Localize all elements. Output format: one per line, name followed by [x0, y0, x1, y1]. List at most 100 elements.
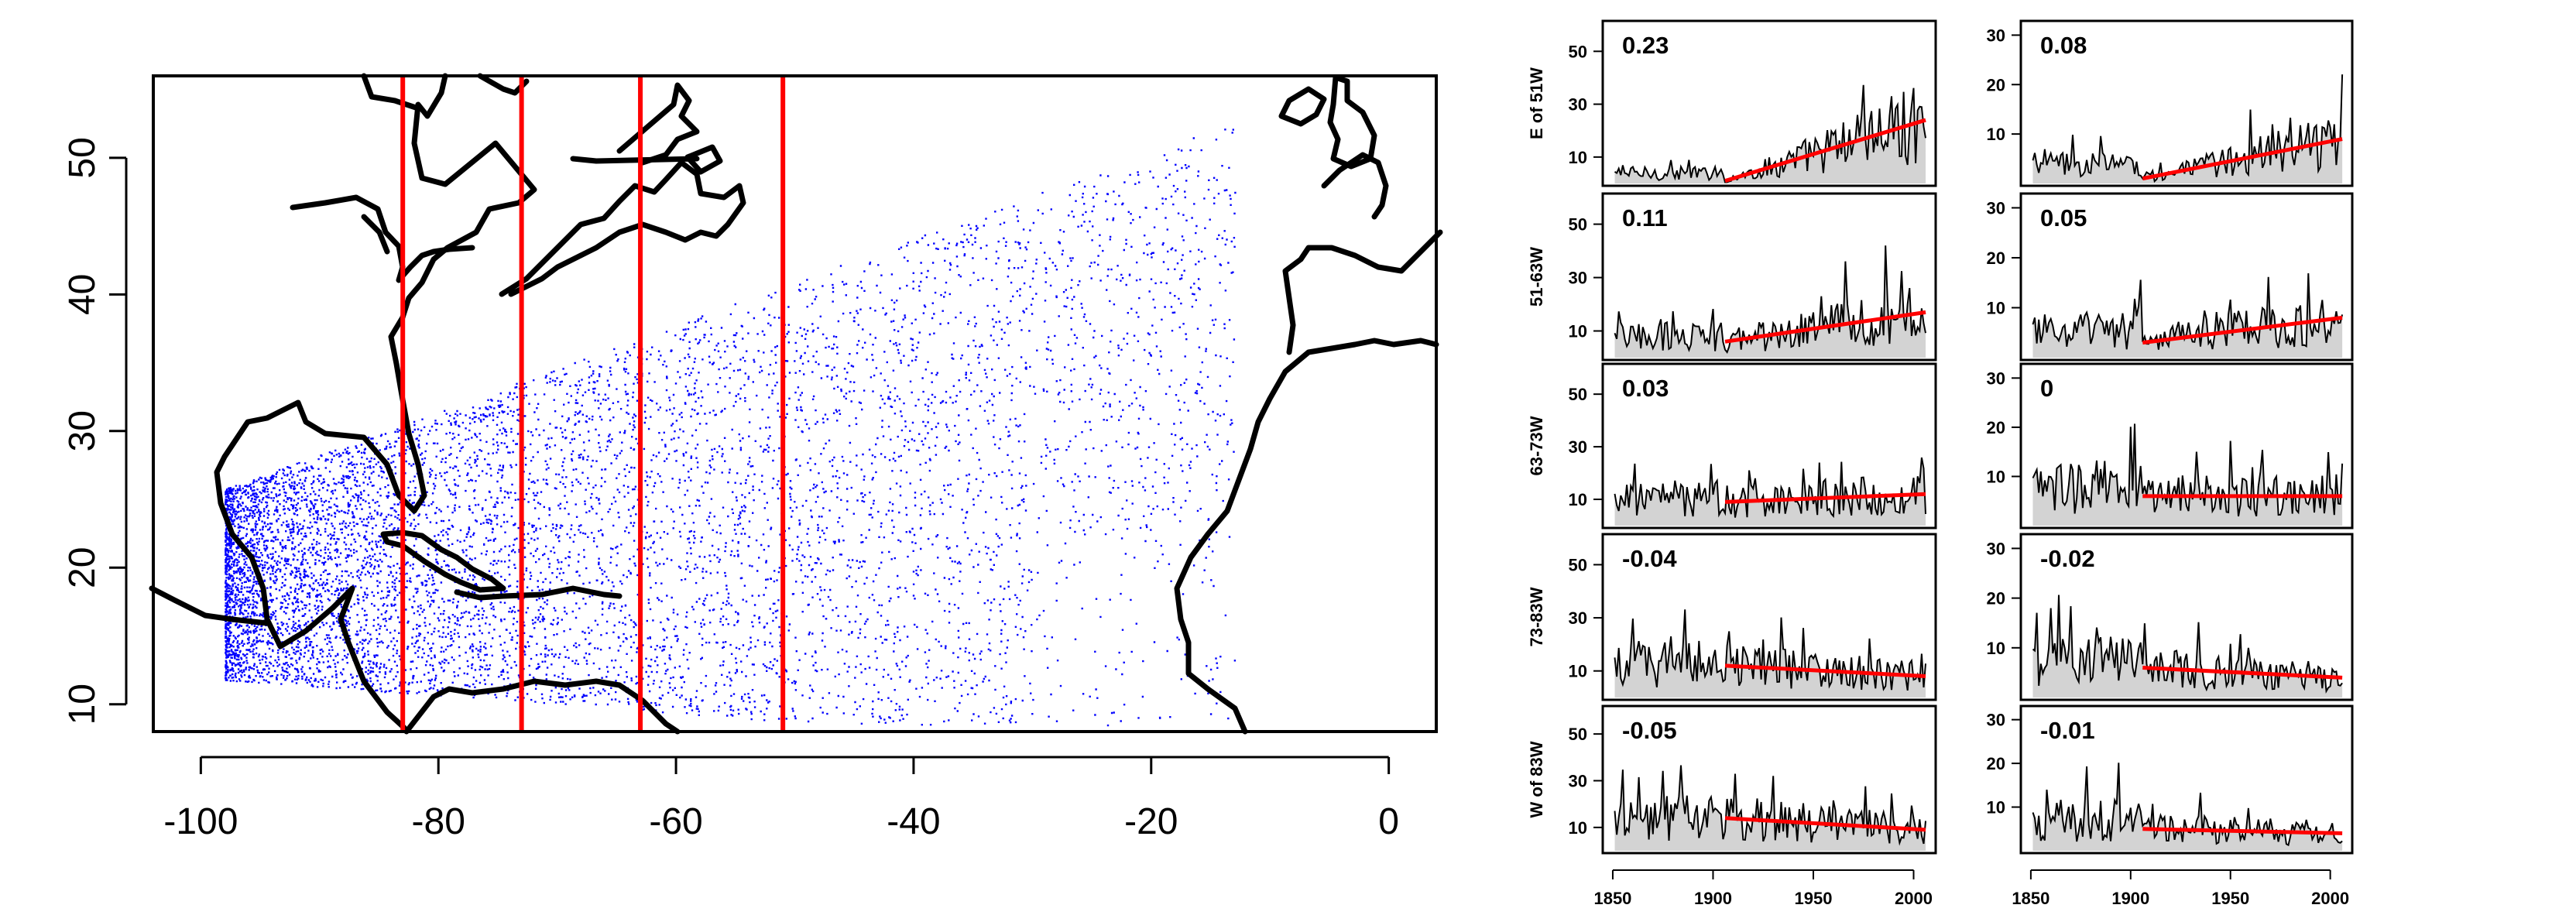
slope-label: -0.04	[1622, 545, 1677, 572]
coastline-canada-maritimes	[499, 159, 746, 297]
ts-y-tick-label: 30	[1569, 608, 1587, 628]
coastline-central-america	[403, 678, 681, 735]
series-area	[1614, 84, 1926, 183]
ts-x-tick-label: 1850	[1593, 889, 1631, 908]
trend-line	[1724, 310, 1926, 344]
ts-panel-0-1: 0.11 10 30 50 51-63W	[1527, 192, 1937, 362]
panel-frame	[1601, 362, 1937, 530]
coastlines	[149, 73, 1443, 735]
ts-y-tick-label: 30	[1569, 771, 1587, 790]
panel-frame	[1601, 19, 1937, 187]
map-x-tick-label: -40	[887, 801, 940, 842]
ts-y-tick-label: 30	[1569, 95, 1587, 115]
ts-y-tick-label: 30	[1987, 368, 2005, 388]
map-y-tick-label: 30	[62, 410, 103, 451]
ts-panel-0-0: 0.23 10 30 50 E of 51W	[1527, 19, 1937, 187]
ts-y-tick-label: 50	[1569, 555, 1587, 574]
slope-label: -0.05	[1622, 717, 1677, 744]
ts-y-tick-label: 50	[1569, 385, 1587, 404]
ts-y-tick-label: 10	[1569, 490, 1587, 509]
ts-y-tick-label: 10	[1987, 298, 2005, 317]
series-area	[2032, 273, 2343, 358]
trend-line	[1724, 663, 1926, 679]
panel-frame	[2019, 362, 2354, 530]
ts-panel-1-1: 0.05 10 20 30	[1987, 192, 2354, 362]
trend-line	[2142, 315, 2343, 345]
coastline-newfoundland	[570, 144, 723, 175]
coastline-iberia	[1282, 152, 1443, 355]
panel-frame	[1601, 533, 1937, 701]
ts-panel-0-2: 0.03 10 30 50 63-73W	[1527, 362, 1937, 530]
map-x-tick-label: -20	[1124, 801, 1178, 842]
trend-line	[2142, 665, 2343, 680]
slope-label: 0.05	[2040, 204, 2087, 231]
series-line	[2032, 423, 2344, 517]
series-line	[2032, 74, 2344, 183]
series-area	[1614, 245, 1926, 358]
ts-y-tick-label: 50	[1569, 42, 1587, 61]
series-area	[2032, 595, 2343, 697]
ts-y-tick-label: 30	[1569, 269, 1587, 288]
panel-frame	[2019, 192, 2354, 362]
ts-y-tick-label: 20	[1987, 418, 2005, 437]
ts-y-tick-label: 20	[1987, 248, 2005, 268]
ts-y-tick-label: 10	[1569, 818, 1587, 838]
ts-x-tick-label: 2000	[2311, 889, 2349, 908]
map-x-tick-label: -60	[649, 801, 702, 842]
ts-y-tick-label: 50	[1569, 215, 1587, 235]
ts-y-tick-label: 20	[1987, 754, 2005, 773]
row-label: E of 51W	[1527, 67, 1546, 139]
series-line	[2032, 595, 2343, 694]
map-y-tick-label: 10	[62, 684, 103, 725]
ts-panel-1-2: 0 10 20 30	[1987, 362, 2354, 530]
panel-frame	[1601, 704, 1937, 855]
ts-panel-1-4: -0.01 10 20 30 1850 1900 1950 2000	[1987, 704, 2354, 908]
ts-y-tick-label: 10	[1569, 322, 1587, 341]
slope-label: -0.02	[2040, 545, 2095, 572]
ts-panel-0-4: -0.05 10 30 50 W of 83W 1850 1900 1950 2000	[1527, 704, 1937, 908]
track-point-cloud	[225, 129, 1237, 727]
ts-y-tick-label: 10	[1569, 148, 1587, 167]
ts-y-tick-label: 30	[1987, 198, 2005, 218]
slope-label: -0.01	[2040, 717, 2095, 744]
map-x-tick-label: 0	[1378, 801, 1399, 842]
row-label: 51-63W	[1527, 247, 1546, 307]
series-area	[1614, 609, 1926, 697]
row-label: W of 83W	[1527, 741, 1546, 817]
slope-label: 0.11	[1622, 204, 1668, 231]
ts-x-tick-label: 1900	[1694, 889, 1732, 908]
row-label: 73-83W	[1527, 587, 1546, 646]
map-y-tick-label: 40	[62, 274, 103, 315]
ts-y-tick-label: 10	[1569, 662, 1587, 681]
map-x-tick-label: -80	[412, 801, 465, 842]
coastline-yucatan	[149, 585, 270, 626]
slope-label: 0	[2040, 375, 2053, 402]
trend-line	[2142, 827, 2343, 835]
coastline-north-america	[214, 73, 537, 731]
longitude-boundary-lines	[400, 76, 786, 732]
ts-y-tick-label: 10	[1987, 639, 2005, 658]
map-x-axis: -100 -80 -60 -40 -20 0	[163, 756, 1399, 842]
trend-line	[2142, 137, 2343, 181]
trend-line	[1724, 118, 1926, 183]
slope-label: 0.03	[1622, 375, 1669, 402]
ts-y-tick-label: 10	[1987, 798, 2005, 817]
series-area	[2032, 763, 2343, 851]
ts-y-tick-label: 10	[1987, 467, 2005, 486]
panel-frame	[1601, 192, 1937, 362]
ts-y-tick-label: 30	[1569, 437, 1587, 457]
ts-x-tick-label: 1950	[1795, 889, 1833, 908]
trend-line	[1724, 816, 1926, 832]
coastline-africa	[1174, 338, 1439, 735]
ts-panel-1-3: -0.02 10 20 30	[1987, 533, 2354, 701]
slope-label: 0.23	[1622, 32, 1669, 59]
panel-frame	[2019, 19, 2354, 187]
map-y-axis: 10 20 30 40 50	[62, 137, 128, 725]
map-x-tick-label: -100	[163, 801, 238, 842]
ts-y-tick-label: 20	[1987, 589, 2005, 608]
coastline-hispaniola	[454, 585, 623, 601]
coastline-british-isles	[1278, 74, 1377, 170]
ts-y-tick-label: 50	[1569, 725, 1587, 744]
slope-label: 0.08	[2040, 32, 2087, 59]
ts-x-tick-label: 1950	[2211, 889, 2249, 908]
